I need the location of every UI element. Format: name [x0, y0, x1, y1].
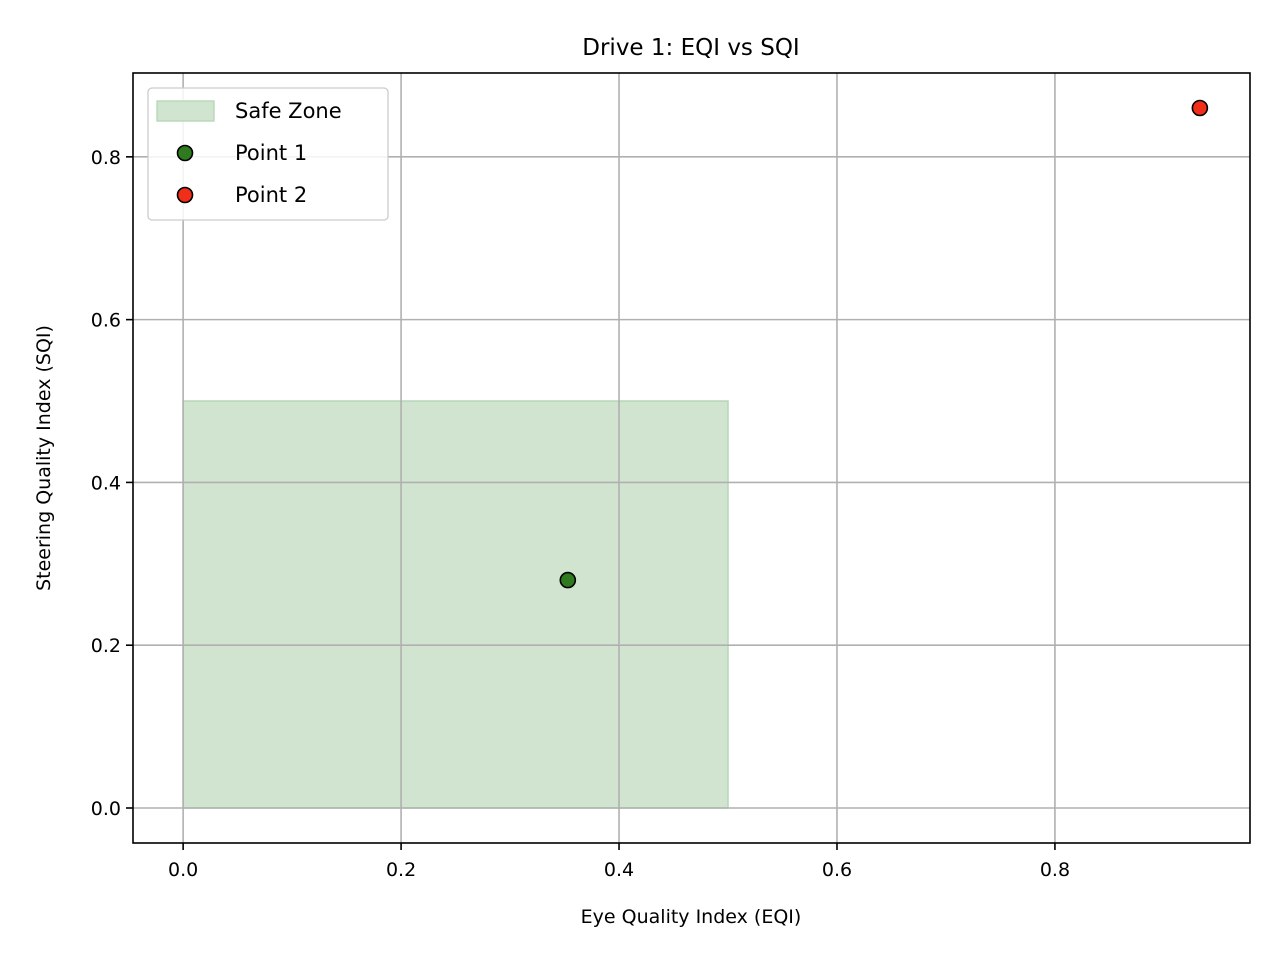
x-tick-label-4: 0.8	[1040, 859, 1070, 881]
chart-legend: Safe Zone Point 1 Point 2	[147, 87, 389, 221]
y-tick-label-3: 0.6	[91, 310, 121, 332]
legend-label-2: Point 2	[235, 183, 307, 207]
x-tick-label-3: 0.6	[822, 859, 852, 881]
y-axis-label: Steering Quality Index (SQI)	[33, 325, 55, 591]
plot-frame	[132, 72, 1251, 844]
data-point-series-1-0	[1191, 99, 1209, 117]
x-tick-label-0: 0.0	[168, 859, 198, 881]
y-tick-label-4: 0.8	[91, 147, 121, 169]
chart-title: Drive 1: EQI vs SQI	[582, 35, 799, 61]
region-0-safe-zone	[182, 400, 729, 809]
y-tick-label-1: 0.2	[91, 635, 121, 657]
x-tick-label-1: 0.2	[386, 859, 416, 881]
legend-marker-1	[176, 144, 194, 162]
x-axis-label: Eye Quality Index (EQI)	[581, 906, 802, 928]
legend-label-1: Point 1	[235, 141, 307, 165]
y-tick-label-0: 0.0	[91, 798, 121, 820]
data-point-series-0-0	[559, 571, 577, 589]
legend-swatch-0	[156, 100, 215, 122]
y-tick-label-2: 0.4	[91, 472, 121, 494]
x-tick-label-2: 0.4	[604, 859, 634, 881]
legend-label-0: Safe Zone	[235, 99, 342, 123]
legend-marker-2	[176, 186, 194, 204]
